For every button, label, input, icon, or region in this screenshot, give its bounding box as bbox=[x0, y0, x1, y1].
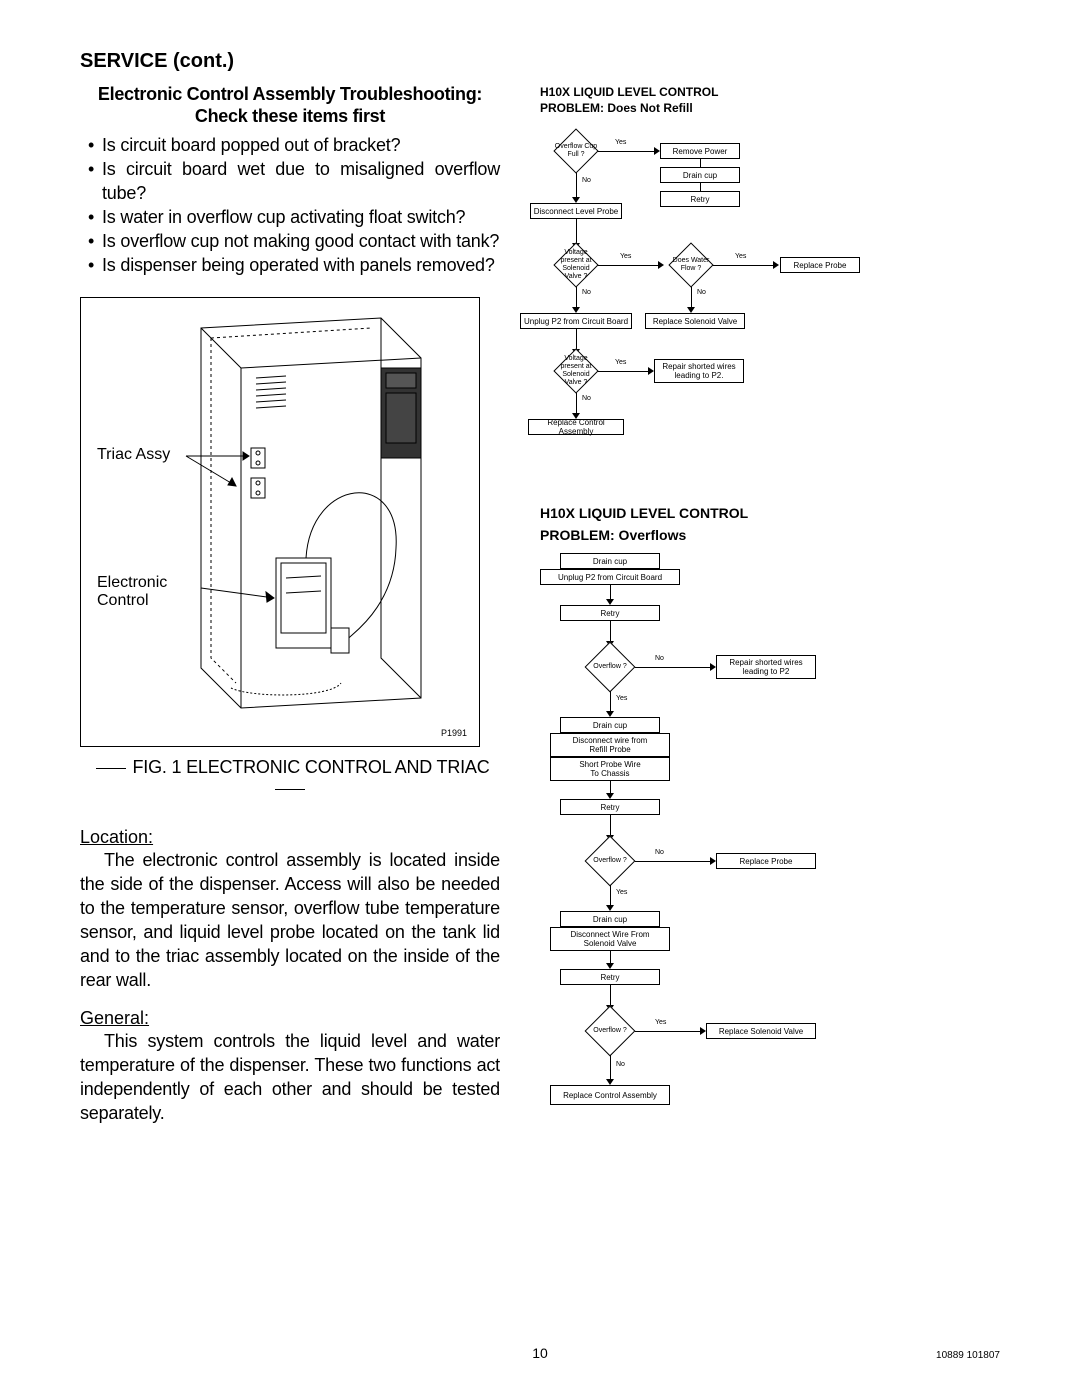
fc2-repair-short: Repair shorted wires leading to P2 bbox=[716, 655, 816, 679]
fc2-drain3: Drain cup bbox=[560, 911, 660, 927]
fc2-d3: Overflow ? bbox=[592, 1013, 628, 1049]
left-column: SERVICE (cont.) Electronic Control Assem… bbox=[80, 50, 500, 1125]
fc2-disc-sol: Disconnect Wire From Solenoid Valve bbox=[550, 927, 670, 951]
general-para: This system controls the liquid level an… bbox=[80, 1029, 500, 1125]
fc2-short-probe: Short Probe Wire To Chassis bbox=[550, 757, 670, 781]
fc2-title: H10X LIQUID LEVEL CONTROL bbox=[540, 505, 1000, 521]
fc2-no1: No bbox=[655, 655, 664, 662]
fc2-replace-sol: Replace Solenoid Valve bbox=[706, 1023, 816, 1039]
subheading-l2: Check these items first bbox=[195, 106, 385, 126]
fc2-d2: Overflow ? bbox=[592, 843, 628, 879]
page-number: 10 bbox=[0, 1345, 1080, 1361]
fc2-yes3: Yes bbox=[655, 1019, 666, 1026]
fc1-d3: Does Water Flow ? bbox=[675, 249, 707, 281]
dispenser-illustration bbox=[81, 298, 479, 746]
figure-caption: FIG. 1 ELECTRONIC CONTROL AND TRIAC bbox=[80, 757, 500, 799]
figure-caption-text: FIG. 1 ELECTRONIC CONTROL AND TRIAC bbox=[132, 757, 489, 777]
fc1-d1: Overflow Cup Full ? bbox=[560, 135, 592, 167]
fc1-no3: No bbox=[697, 289, 706, 296]
section-title: SERVICE (cont.) bbox=[80, 50, 500, 73]
fc1-no2: No bbox=[582, 289, 591, 296]
fc2-yes2: Yes bbox=[616, 889, 627, 896]
fc2-yes1: Yes bbox=[616, 695, 627, 702]
doc-number: 10889 101807 bbox=[936, 1350, 1000, 1361]
bullet-text: Is water in overflow cup activating floa… bbox=[102, 205, 500, 229]
fc2-drain1: Drain cup bbox=[560, 553, 660, 569]
figure-box: Triac Assy Electronic Control P1991 bbox=[80, 297, 480, 747]
fc1-no4: No bbox=[582, 395, 591, 402]
flowchart-1: Overflow Cup Full ? Yes Remove Power Dra… bbox=[520, 125, 1000, 475]
bullet-text: Is circuit board wet due to misaligned o… bbox=[102, 157, 500, 205]
bullet-item: •Is overflow cup not making good contact… bbox=[80, 229, 500, 253]
fc2-unplug: Unplug P2 from Circuit Board bbox=[540, 569, 680, 585]
fc1-d2: Voltage present at Solenoid Valve ? bbox=[560, 249, 592, 281]
fc1-yes2: Yes bbox=[620, 253, 631, 260]
location-heading: Location: bbox=[80, 827, 500, 848]
control-label: Electronic Control bbox=[97, 574, 167, 610]
fc1-yes1: Yes bbox=[615, 139, 626, 146]
fc1-replace-assy: Replace Control Assembly bbox=[528, 419, 624, 435]
figure-partnum: P1991 bbox=[441, 728, 467, 738]
page: SERVICE (cont.) Electronic Control Assem… bbox=[0, 0, 1080, 1397]
fc2-replace-assy: Replace Control Assembly bbox=[550, 1085, 670, 1105]
fc1-title: H10X LIQUID LEVEL CONTROL bbox=[540, 85, 1000, 99]
fc1-disc-level: Disconnect Level Probe bbox=[530, 203, 622, 219]
control-label-l1: Electronic bbox=[97, 574, 167, 591]
bullet-item: •Is circuit board wet due to misaligned … bbox=[80, 157, 500, 205]
triac-label: Triac Assy bbox=[97, 446, 170, 464]
control-label-l2: Control bbox=[97, 592, 149, 609]
bullet-text: Is circuit board popped out of bracket? bbox=[102, 133, 500, 157]
bullet-item: •Is dispenser being operated with panels… bbox=[80, 253, 500, 277]
fc2-no2: No bbox=[655, 849, 664, 856]
fc2-retry3: Retry bbox=[560, 969, 660, 985]
fc1-replace-probe: Replace Probe bbox=[780, 257, 860, 273]
fc2-retry2: Retry bbox=[560, 799, 660, 815]
fc2-problem: PROBLEM: Overflows bbox=[540, 527, 1000, 543]
fc1-unplug-p2: Unplug P2 from Circuit Board bbox=[520, 313, 632, 329]
fc2-disc-refill: Disconnect wire from Refill Probe bbox=[550, 733, 670, 757]
fc2-retry1: Retry bbox=[560, 605, 660, 621]
bullet-text: Is overflow cup not making good contact … bbox=[102, 229, 500, 253]
fc1-problem: PROBLEM: Does Not Refill bbox=[540, 101, 1000, 115]
bullet-list: •Is circuit board popped out of bracket?… bbox=[80, 133, 500, 277]
general-heading: General: bbox=[80, 1008, 500, 1029]
fc1-yes4: Yes bbox=[615, 359, 626, 366]
subheading-l1: Electronic Control Assembly Troubleshoot… bbox=[98, 84, 482, 104]
subheading: Electronic Control Assembly Troubleshoot… bbox=[80, 83, 500, 127]
fc1-drain: Drain cup bbox=[660, 167, 740, 183]
fc2-no3: No bbox=[616, 1061, 625, 1068]
fc1-replace-sol: Replace Solenoid Valve bbox=[645, 313, 745, 329]
fc1-no1: No bbox=[582, 177, 591, 184]
bullet-item: •Is circuit board popped out of bracket? bbox=[80, 133, 500, 157]
bullet-item: •Is water in overflow cup activating flo… bbox=[80, 205, 500, 229]
fc2-replace-probe: Replace Probe bbox=[716, 853, 816, 869]
fc1-repair-short: Repair shorted wires leading to P2. bbox=[654, 359, 744, 383]
location-para: The electronic control assembly is locat… bbox=[80, 848, 500, 992]
flowchart-2: Drain cup Unplug P2 from Circuit Board R… bbox=[520, 553, 1000, 1203]
fc1-d4: Voltage present at Solenoid Valve ? bbox=[560, 355, 592, 387]
fc1-retry1: Retry bbox=[660, 191, 740, 207]
fc1-yes3: Yes bbox=[735, 253, 746, 260]
bullet-text: Is dispenser being operated with panels … bbox=[102, 253, 500, 277]
right-column: H10X LIQUID LEVEL CONTROL PROBLEM: Does … bbox=[520, 85, 1000, 1203]
fc1-remove-power: Remove Power bbox=[660, 143, 740, 159]
fc2-d1: Overflow ? bbox=[592, 649, 628, 685]
fc2-drain2: Drain cup bbox=[560, 717, 660, 733]
